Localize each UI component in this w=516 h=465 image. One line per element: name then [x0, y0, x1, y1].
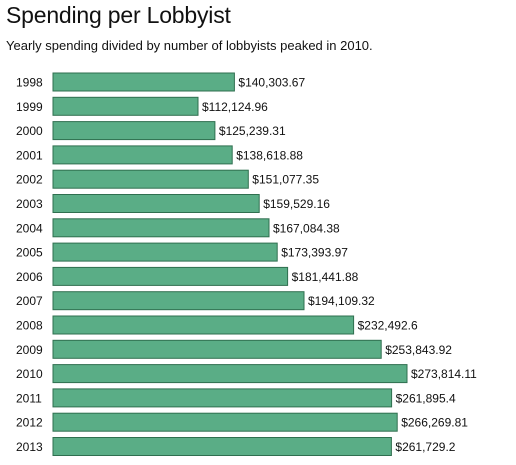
data-label-1998: $140,303.67: [238, 76, 305, 90]
data-label-2002: $151,077.35: [252, 173, 319, 187]
data-label-2003: $159,529.16: [263, 197, 330, 211]
category-label-2011: 2011: [16, 391, 42, 405]
chart-title: Spending per Lobbyist: [6, 2, 231, 28]
bar-2010: [52, 364, 408, 384]
bar-2012: [52, 412, 398, 432]
data-label-2006: $181,441.88: [292, 270, 359, 284]
category-label-1999: 1999: [16, 100, 43, 114]
data-label-2011: $261,895.4: [396, 391, 456, 405]
bar-2000: [52, 121, 216, 141]
bar-2007: [52, 291, 305, 311]
data-label-2009: $253,843.92: [385, 343, 452, 357]
bar-2003: [52, 194, 260, 213]
bar-2009: [52, 339, 382, 359]
data-label-2012: $266,269.81: [401, 416, 468, 430]
data-label-2007: $194,109.32: [308, 294, 375, 308]
bar-2004: [52, 218, 270, 238]
bar-2008: [52, 315, 355, 335]
data-label-2008: $232,492.6: [358, 319, 418, 333]
bar-2006: [52, 266, 289, 286]
data-label-2010: $273,814.11: [411, 367, 477, 381]
data-label-2004: $167,084.38: [273, 221, 340, 235]
category-label-2010: 2010: [16, 367, 43, 381]
category-label-2003: 2003: [16, 197, 43, 211]
category-label-2012: 2012: [16, 416, 43, 430]
category-label-2009: 2009: [16, 343, 43, 357]
bar-1999: [52, 96, 199, 116]
data-label-2000: $125,239.31: [219, 124, 286, 138]
data-label-2001: $138,618.88: [236, 148, 303, 162]
bar-2005: [52, 242, 278, 262]
category-label-2013: 2013: [16, 440, 43, 454]
category-label-2005: 2005: [16, 246, 43, 260]
category-label-2001: 2001: [16, 148, 43, 162]
category-label-2008: 2008: [16, 319, 43, 333]
bar-1998: [52, 72, 235, 92]
category-label-1998: 1998: [16, 76, 43, 90]
chart-subtitle: Yearly spending divided by number of lob…: [6, 38, 373, 53]
data-label-2013: $261,729.2: [395, 440, 455, 454]
bar-2001: [52, 145, 233, 165]
data-label-2005: $173,393.97: [281, 246, 348, 260]
bar-2013: [52, 437, 392, 456]
category-label-2007: 2007: [16, 294, 43, 308]
category-label-2004: 2004: [16, 221, 43, 235]
category-label-2002: 2002: [16, 173, 43, 187]
category-label-2000: 2000: [16, 124, 43, 138]
bar-2002: [52, 169, 249, 189]
data-label-1999: $112,124.96: [202, 100, 268, 114]
category-label-2006: 2006: [16, 270, 43, 284]
bar-2011: [52, 388, 393, 408]
